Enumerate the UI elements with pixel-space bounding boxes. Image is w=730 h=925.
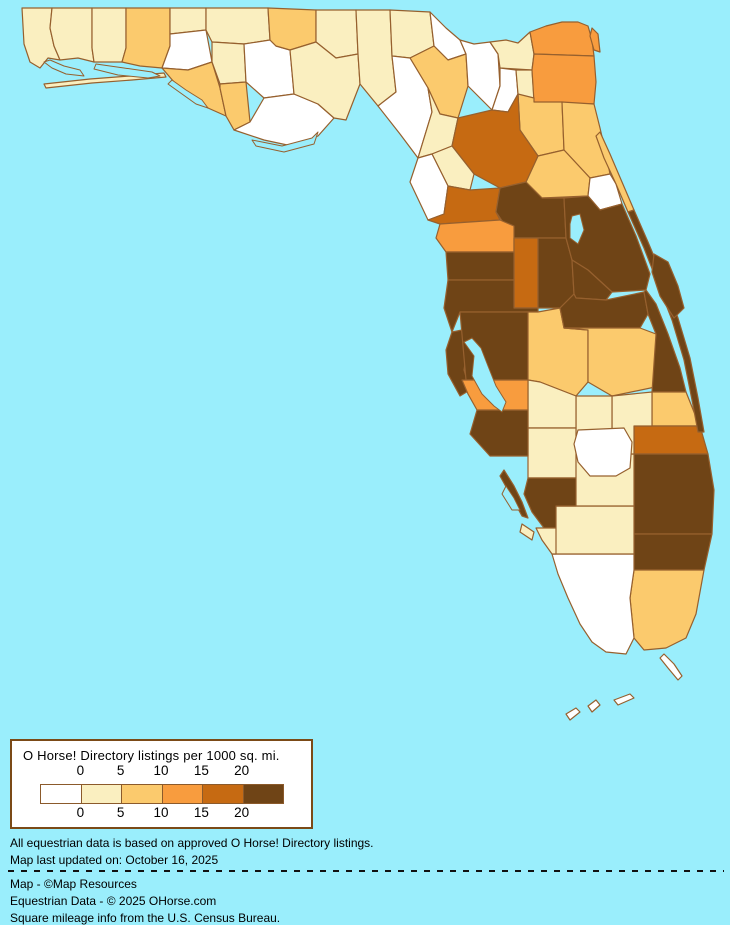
legend-tick-label: 10 (153, 805, 169, 820)
water-charlotte-harbor (501, 485, 521, 511)
county-hernando (445, 251, 515, 281)
water-apalachicola-bay (251, 131, 319, 153)
county-palm-beach (633, 453, 715, 535)
county-martin (633, 425, 709, 455)
water-tampa-bay (463, 337, 507, 413)
legend-tick-label: 0 (76, 805, 85, 820)
legend-swatches (40, 784, 284, 804)
legend-tick-label: 20 (234, 805, 250, 820)
county-lee (535, 527, 557, 555)
data-source-note: All equestrian data is based on approved… (10, 836, 374, 850)
county-broward (633, 533, 713, 571)
water-pensacola-bay (43, 59, 85, 77)
legend-tick-label: 10 (153, 763, 169, 778)
county-osceola (563, 327, 661, 397)
county-sumter (513, 237, 539, 309)
county-collier-monroe (551, 553, 635, 655)
county-jackson (205, 7, 271, 45)
county-wakulla (289, 41, 361, 121)
county-biscayne-islands (659, 653, 683, 681)
county-lake-okeechobee (573, 427, 633, 477)
county-miami-dade (629, 569, 705, 651)
county-sarasota (469, 409, 529, 457)
legend-swatch-5-10 (121, 785, 162, 803)
legend-tick-label: 20 (234, 763, 250, 778)
legend-swatch-10-15 (161, 785, 202, 803)
legend-swatch-15-20 (202, 785, 243, 803)
county-citrus (435, 219, 515, 253)
county-calhoun (211, 41, 247, 85)
dashed-divider (8, 870, 724, 872)
county-nassau (529, 21, 595, 57)
county-key-3 (613, 693, 635, 706)
county-key-1 (565, 707, 581, 721)
legend-tick-label: 0 (76, 763, 85, 778)
county-gasparilla-islands (499, 469, 529, 519)
legend-tick-label: 5 (116, 805, 125, 820)
county-okaloosa (91, 7, 127, 63)
legend-tick-label: 15 (193, 763, 209, 778)
county-gulf (219, 81, 251, 131)
county-merritt-island (651, 253, 685, 319)
water-choctawhatchee-bay (93, 63, 161, 79)
census-credit: Square mileage info from the U.S. Census… (10, 911, 281, 925)
legend-ticks-bottom: 0 5 10 15 20 (12, 805, 311, 821)
water-st-andrew-bay (167, 79, 209, 109)
county-desoto (527, 427, 577, 479)
legend: O Horse! Directory listings per 1000 sq.… (10, 739, 313, 829)
legend-tick-label: 15 (193, 805, 209, 820)
county-key-2 (587, 699, 601, 713)
legend-tick-label: 5 (116, 763, 125, 778)
legend-swatch-0-5 (80, 785, 121, 803)
last-updated-note: Map last updated on: October 16, 2025 (10, 853, 219, 867)
county-duval (531, 53, 597, 105)
equestrian-data-credit: Equestrian Data - © 2025 OHorse.com (10, 894, 217, 908)
county-pine-island (519, 523, 535, 541)
legend-ticks-top: 0 5 10 15 20 (12, 763, 311, 779)
legend-title: O Horse! Directory listings per 1000 sq.… (23, 748, 280, 763)
county-walton (121, 7, 171, 69)
map-credit: Map - ©Map Resources (10, 877, 137, 891)
legend-swatch-0 (41, 785, 81, 803)
county-jefferson (355, 9, 397, 107)
florida-county-map (21, 7, 715, 721)
county-brevard (643, 289, 687, 393)
county-amelia-island (589, 27, 601, 53)
water-lake-george (569, 213, 585, 245)
county-hendry (551, 505, 635, 555)
legend-swatch-20+ (242, 785, 283, 803)
